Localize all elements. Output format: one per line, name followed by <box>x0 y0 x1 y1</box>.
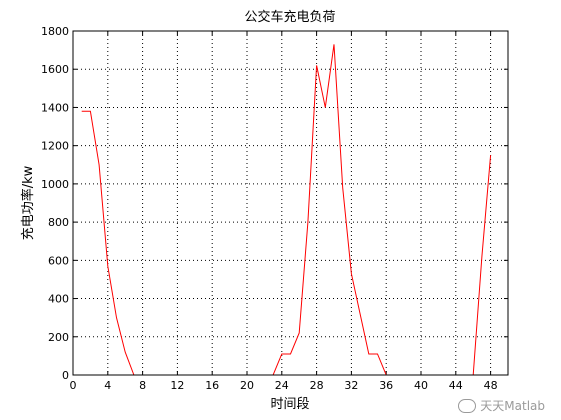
y-tick-label: 1800 <box>41 25 69 38</box>
grid <box>73 31 508 375</box>
y-tick-label: 1000 <box>41 178 69 191</box>
plot-frame <box>72 30 509 376</box>
x-tick-label: 28 <box>310 379 324 392</box>
watermark: 天天Matlab <box>458 397 545 414</box>
x-tick-label: 48 <box>484 379 498 392</box>
y-tick-label: 600 <box>48 254 69 267</box>
x-tick-label: 44 <box>449 379 463 392</box>
y-tick-label: 1200 <box>41 140 69 153</box>
x-tick-label: 36 <box>379 379 393 392</box>
x-tick-label: 24 <box>275 379 289 392</box>
x-tick-label: 12 <box>170 379 184 392</box>
y-tick-label: 1600 <box>41 63 69 76</box>
y-tick-label: 800 <box>48 216 69 229</box>
x-tick-label: 16 <box>205 379 219 392</box>
x-tick-label: 8 <box>139 379 146 392</box>
x-tick-label: 40 <box>414 379 428 392</box>
watermark-text: 天天Matlab <box>480 399 545 413</box>
y-tick-label: 0 <box>62 369 69 382</box>
y-tick-label: 1400 <box>41 101 69 114</box>
ticks: 0 4 8 12 16 20 24 28 32 36 40 44 4802004006008001000… <box>41 25 508 392</box>
y-tick-label: 400 <box>48 293 69 306</box>
wechat-icon <box>458 398 477 413</box>
x-tick-label: 20 <box>240 379 254 392</box>
y-axis-label: 充电功率/kw <box>20 165 36 240</box>
x-tick-label: 4 <box>104 379 111 392</box>
x-tick-label: 0 <box>70 379 77 392</box>
y-tick-label: 200 <box>48 331 69 344</box>
chart-title: 公交车充电负荷 <box>244 9 335 25</box>
x-tick-label: 32 <box>344 379 358 392</box>
x-axis-label: 时间段 <box>270 397 309 412</box>
plot-area <box>73 31 508 375</box>
